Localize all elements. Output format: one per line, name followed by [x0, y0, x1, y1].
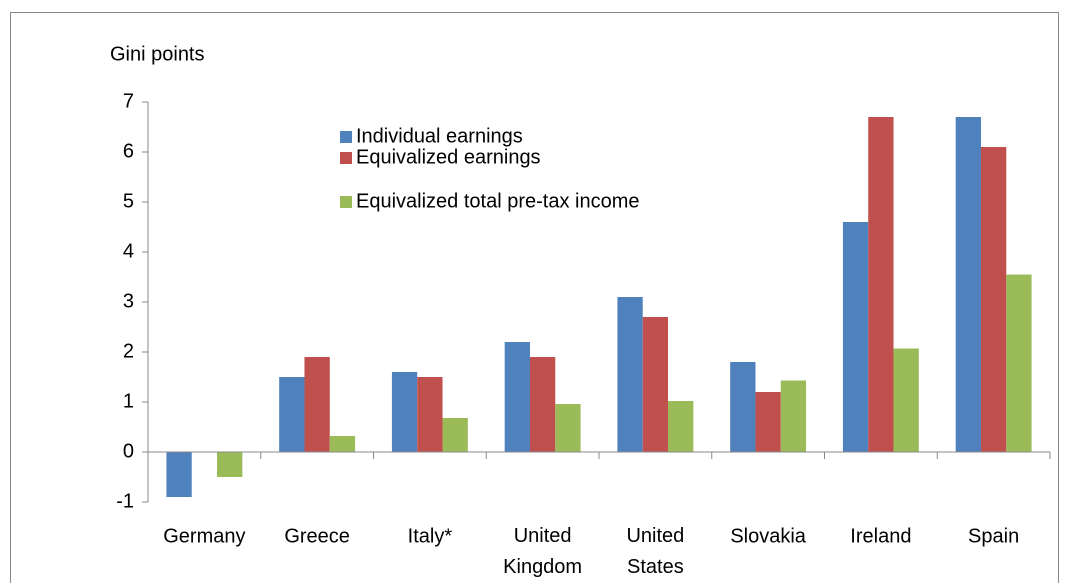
y-tick-label: -1: [116, 490, 134, 512]
y-tick-label: 1: [123, 390, 134, 412]
bar: [868, 117, 894, 452]
legend-label: Equivalized total pre-tax income: [356, 190, 639, 212]
y-tick-label: 3: [123, 290, 134, 312]
bar: [617, 297, 643, 452]
bar: [755, 392, 781, 452]
x-tick-label: Italy*: [408, 525, 453, 547]
legend-label: Individual earnings: [356, 125, 523, 147]
bar: [780, 380, 807, 452]
x-tick-label: Germany: [163, 525, 245, 547]
bar: [668, 401, 694, 452]
bar: [955, 117, 981, 452]
legend-label: Equivalized earnings: [356, 146, 541, 168]
bar: [642, 317, 669, 452]
y-tick-label: 4: [123, 240, 134, 262]
y-tick-label: 2: [123, 340, 134, 362]
bar: [217, 452, 243, 477]
bar: [391, 372, 418, 452]
x-tick-label: Spain: [968, 525, 1019, 547]
y-tick-label: 0: [123, 440, 134, 462]
y-tick-label: 5: [123, 190, 134, 212]
bar: [555, 404, 581, 452]
x-tick-label: Ireland: [850, 525, 911, 547]
bar: [529, 357, 556, 452]
legend-swatch: [340, 131, 352, 143]
y-tick-label: 7: [123, 90, 134, 112]
bar: [730, 362, 756, 452]
legend-swatch: [340, 152, 352, 164]
bar: [980, 147, 1007, 452]
bar: [893, 348, 919, 452]
bar: [842, 222, 869, 452]
bar: [166, 452, 192, 497]
y-axis-label: Gini points: [110, 43, 205, 65]
x-tick-label: Slovakia: [730, 525, 806, 547]
bar: [329, 436, 356, 452]
x-tick-label: United Kingdom: [503, 525, 582, 578]
bar: [417, 377, 443, 452]
chart-border: [10, 12, 1059, 583]
legend-swatch: [340, 196, 352, 208]
x-tick-label: United States: [626, 525, 684, 578]
x-tick-label: Greece: [284, 525, 350, 547]
bar: [504, 342, 530, 452]
bar: [304, 357, 330, 452]
bar: [279, 377, 305, 452]
y-tick-label: 6: [123, 140, 134, 162]
bar: [442, 418, 468, 452]
bar: [1006, 274, 1032, 452]
